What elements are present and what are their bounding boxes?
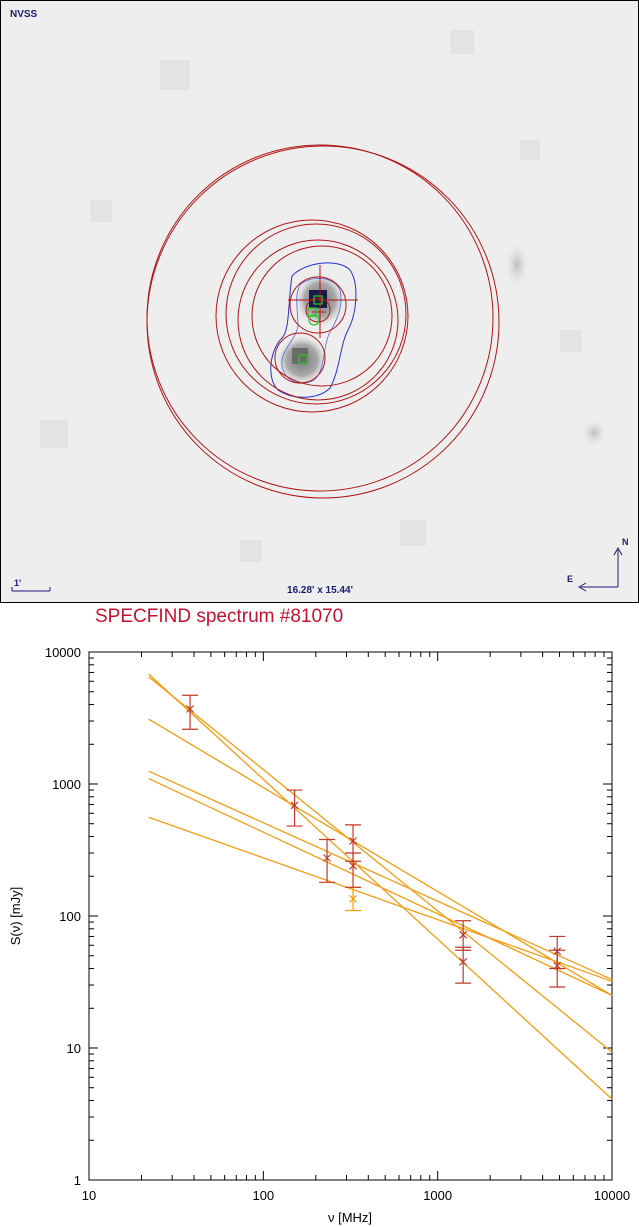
chart-title: SPECFIND spectrum #81070 <box>95 606 344 627</box>
fit-line <box>148 676 613 1053</box>
point-marker <box>186 705 194 713</box>
source-core <box>309 290 327 308</box>
contour-outline <box>270 262 357 398</box>
point-marker <box>349 837 357 845</box>
data-point <box>455 946 472 984</box>
data-point <box>319 838 336 883</box>
field-source <box>503 239 531 291</box>
plot-frame <box>88 651 613 1181</box>
fit-line <box>148 718 613 997</box>
data-point <box>345 852 362 888</box>
point-marker <box>459 930 468 939</box>
x-axis-label: ν [MHz] <box>328 1210 372 1225</box>
radio-image-panel: NVSS 1' 16.28' x 15.44' N E <box>0 0 639 603</box>
data-point <box>182 694 199 730</box>
compass-east-label: E <box>567 574 573 584</box>
y-tick-label: 10000 <box>45 645 81 660</box>
compass-north-label: N <box>622 537 629 547</box>
fit-line <box>148 770 613 981</box>
point-marker <box>290 801 299 810</box>
compass <box>577 546 623 592</box>
catalog-circles <box>146 144 500 499</box>
point-marker <box>553 961 562 970</box>
y-tick-label: 1 <box>74 1173 81 1188</box>
highlighted-data-point <box>345 886 362 912</box>
data-point <box>455 920 472 951</box>
y-tick-label: 1000 <box>52 777 81 792</box>
survey-label: NVSS <box>10 9 38 20</box>
y-tick-label: 100 <box>59 909 81 924</box>
y-axis-label: S(ν) [mJy] <box>8 887 23 946</box>
data-point <box>549 949 566 988</box>
position-markers <box>288 265 358 338</box>
fit-line <box>148 777 613 997</box>
data-point <box>286 789 303 827</box>
x-tick-label: 10000 <box>594 1188 630 1203</box>
x-tick-label: 10 <box>82 1188 96 1203</box>
x-tick-label: 1000 <box>423 1188 452 1203</box>
fit-line <box>148 816 613 982</box>
fit-lines <box>148 673 613 1100</box>
source-pixel <box>292 348 308 364</box>
y-tick-label: 10 <box>67 1041 81 1056</box>
point-marker <box>459 957 468 966</box>
point-marker <box>349 861 357 870</box>
fov-label: 16.28' x 15.44' <box>287 585 353 596</box>
point-marker <box>323 854 331 862</box>
green-markers <box>298 295 323 364</box>
field-source <box>580 417 608 449</box>
measurements <box>182 694 566 988</box>
contour-inner <box>281 278 342 384</box>
x-tick-label: 100 <box>252 1188 274 1203</box>
scale-bar-label: 1' <box>14 578 21 588</box>
scale-bar: 1' <box>11 578 51 592</box>
background-noise <box>40 30 582 562</box>
point-marker <box>349 894 357 903</box>
